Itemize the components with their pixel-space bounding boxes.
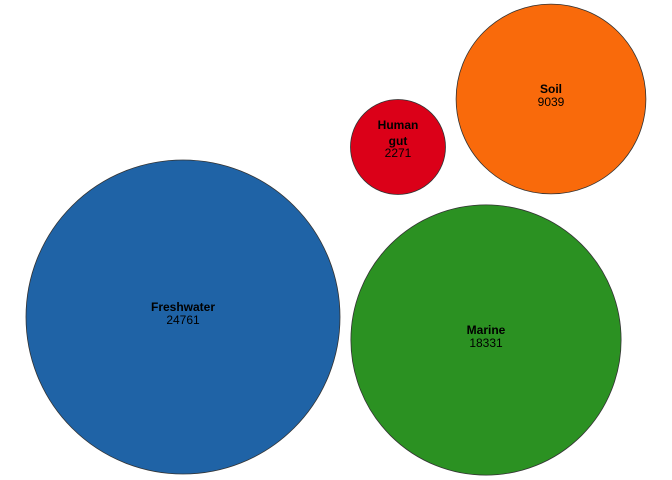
bubble-circle-human-gut (350, 99, 446, 195)
bubble-circle-marine (350, 204, 622, 476)
bubble-circle-soil (455, 3, 647, 195)
bubble-circle-freshwater (25, 159, 341, 475)
bubble-name-label: Human (378, 118, 419, 132)
bubble-name-label: Freshwater (151, 300, 215, 314)
bubble-name-label: Soil (540, 82, 562, 96)
bubble-value-label: 18331 (469, 336, 503, 350)
bubble-value-label: 9039 (538, 95, 565, 109)
bubble-value-label: 2271 (385, 146, 412, 160)
bubble-name-label: Marine (467, 323, 506, 337)
bubble-name-label: gut (389, 134, 408, 148)
bubble-value-label: 24761 (166, 313, 200, 327)
